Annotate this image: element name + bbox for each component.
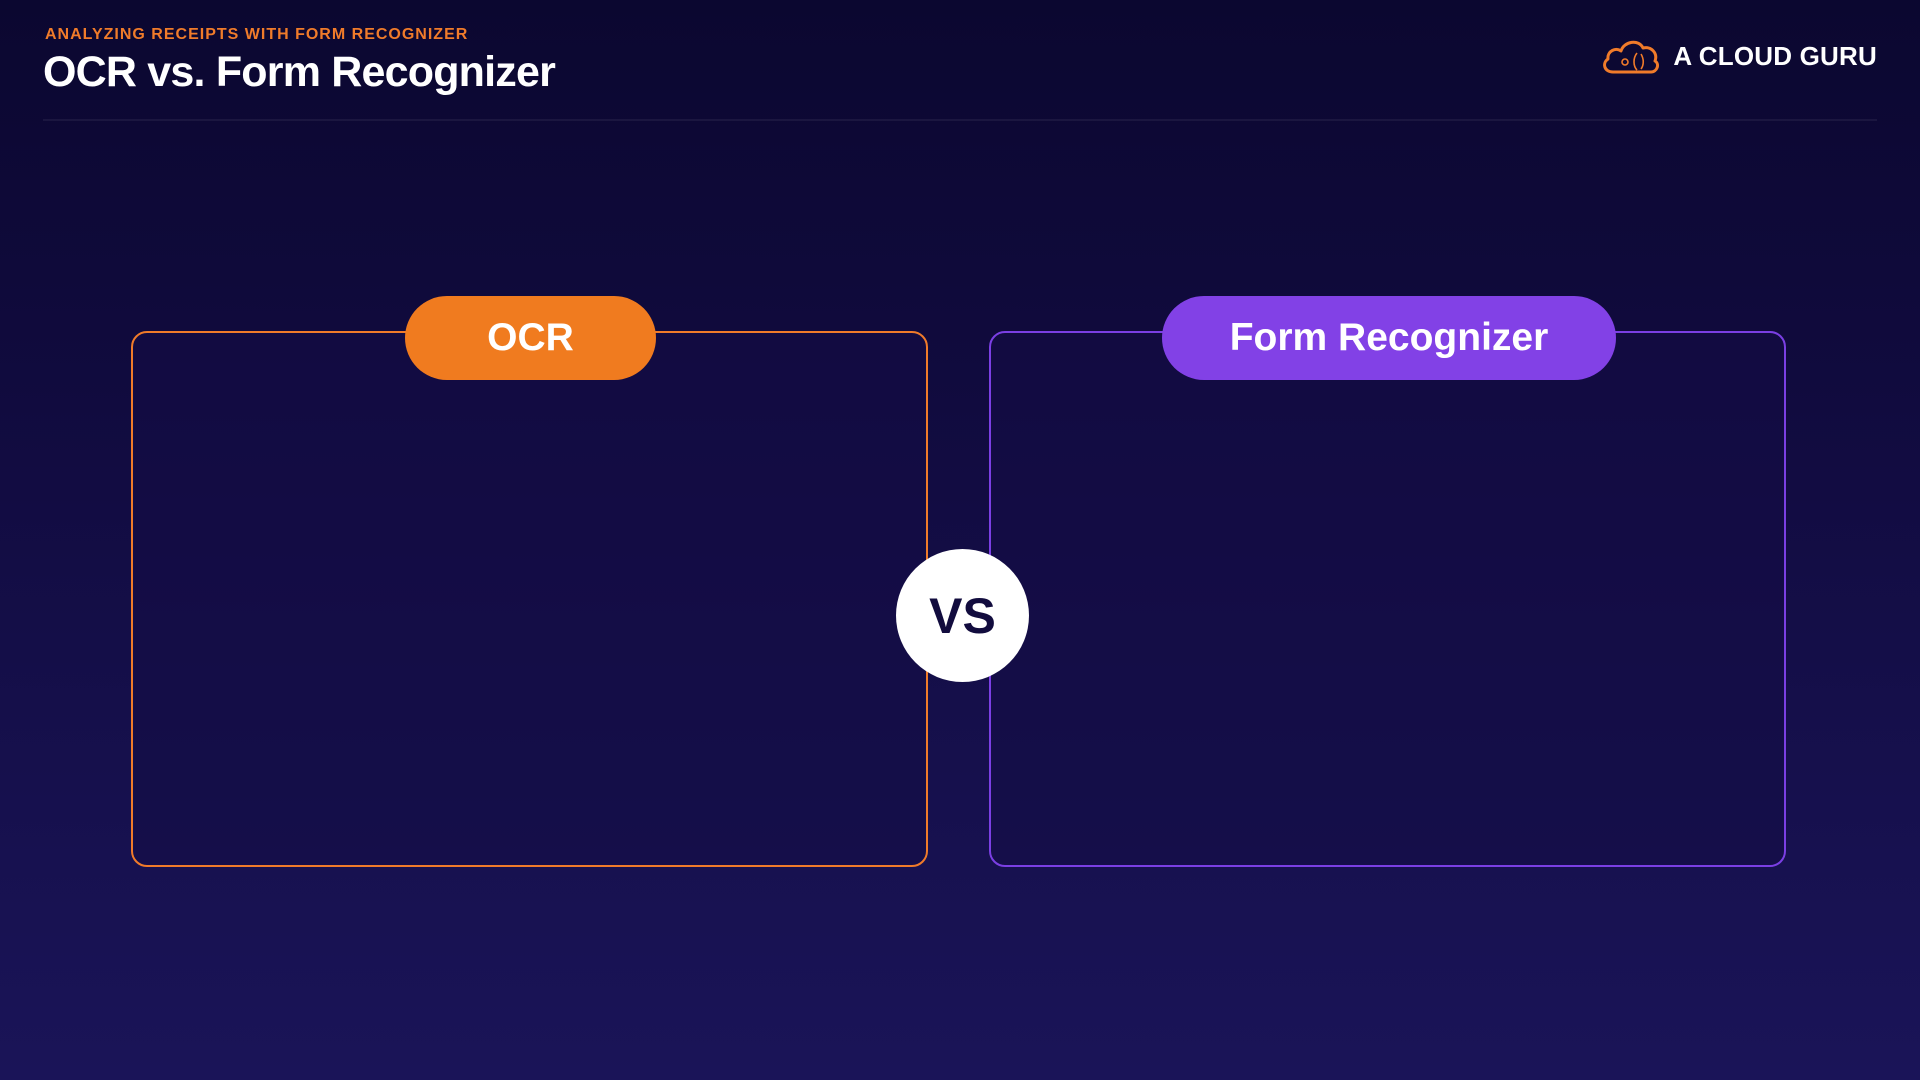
header-divider <box>43 119 1877 121</box>
section-eyebrow: ANALYZING RECEIPTS WITH FORM RECOGNIZER <box>45 26 469 43</box>
ocr-panel <box>131 331 928 867</box>
cloud-logo-icon <box>1603 40 1660 74</box>
form-recognizer-panel <box>989 331 1786 867</box>
brand-logo: A CLOUD GURU <box>1599 36 1877 76</box>
ocr-label-pill: OCR <box>405 296 656 380</box>
form-recognizer-label-pill: Form Recognizer <box>1162 296 1616 380</box>
brand-name: A CLOUD GURU <box>1673 40 1877 71</box>
vs-badge: VS <box>896 549 1029 682</box>
slide-title: OCR vs. Form Recognizer <box>43 48 556 96</box>
